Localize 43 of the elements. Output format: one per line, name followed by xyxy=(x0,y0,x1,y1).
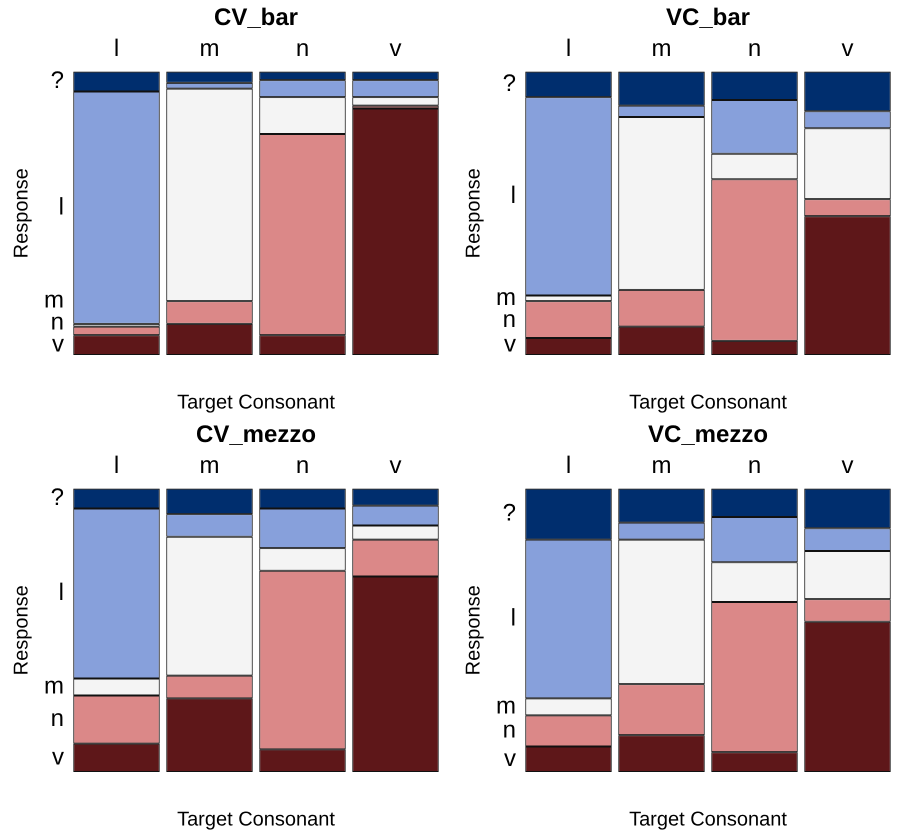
y-axis-title: Response xyxy=(10,585,33,676)
y-axis-title: Response xyxy=(462,585,485,676)
series-label: ? xyxy=(50,67,64,94)
x-tick-label: v xyxy=(842,34,854,62)
x-tick-label: m xyxy=(652,34,672,62)
series-label: n xyxy=(50,705,64,732)
series-label: ? xyxy=(502,70,516,97)
x-tick-label: l xyxy=(114,34,120,62)
series-label: m xyxy=(44,672,64,700)
x-tick-label: n xyxy=(748,34,762,62)
x-axis-title: Target Consonant xyxy=(629,808,788,831)
x-tick-label: n xyxy=(748,452,762,479)
series-label: l xyxy=(58,579,64,606)
x-axis-title: Target Consonant xyxy=(629,392,788,414)
series-label: ? xyxy=(502,500,516,527)
series-label: ? xyxy=(50,484,64,512)
x-tick-label: m xyxy=(200,34,220,62)
series-label: n xyxy=(502,716,516,744)
series-label: l xyxy=(58,193,64,220)
x-tick-label: v xyxy=(842,452,854,479)
series-label: v xyxy=(504,744,516,772)
series-label: v xyxy=(52,743,64,770)
series-label: v xyxy=(504,330,516,358)
x-tick-label: l xyxy=(114,452,120,479)
x-tick-label: l xyxy=(566,34,572,62)
x-tick-label: v xyxy=(390,452,402,479)
series-label: m xyxy=(496,692,516,720)
x-tick-label: n xyxy=(296,452,310,479)
series-label: l xyxy=(510,182,516,209)
chart-title: VC_mezzo xyxy=(648,421,768,448)
x-axis-title: Target Consonant xyxy=(177,392,336,414)
x-axis-title: Target Consonant xyxy=(177,808,336,831)
x-tick-label: l xyxy=(566,452,572,479)
x-tick-label: m xyxy=(200,452,220,479)
chart-title: CV_bar xyxy=(214,4,298,32)
y-axis-title: Response xyxy=(462,168,485,258)
x-tick-label: v xyxy=(390,34,402,62)
x-tick-label: m xyxy=(652,452,672,479)
chart-title: VC_bar xyxy=(666,4,750,32)
series-label: l xyxy=(510,604,516,632)
y-axis-title: Response xyxy=(10,168,33,258)
chart-title: CV_mezzo xyxy=(196,421,316,448)
x-tick-label: n xyxy=(296,34,310,62)
